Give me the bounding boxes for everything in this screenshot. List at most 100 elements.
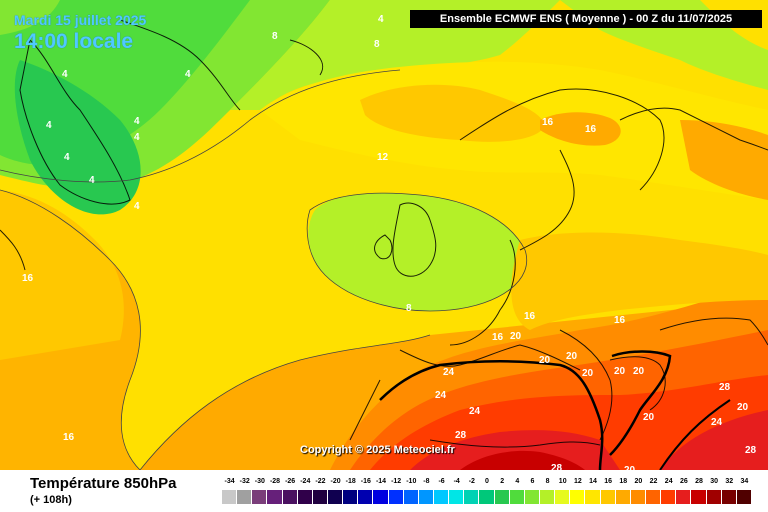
iso-label: 28 [551,463,563,470]
legend-swatch [388,490,404,504]
legend-label: -16 [360,478,371,485]
legend-label: -6 [438,478,445,485]
zone-scandi-16 [540,112,621,146]
legend-swatch [312,490,328,504]
legend-label: -24 [300,478,311,485]
legend-label: 2 [500,478,505,485]
legend-swatch [585,490,601,504]
iso-label: 16 [542,117,554,128]
legend-label: 0 [485,478,489,485]
legend-swatch [509,490,525,504]
lead-time: (+ 108h) [30,494,72,506]
legend-label: -26 [285,478,296,485]
iso-label: 24 [711,417,723,428]
iso-label: 20 [633,366,645,377]
iso-label: 16 [585,124,597,135]
legend-swatch [358,490,374,504]
legend-label: -30 [254,478,265,485]
iso-label: 24 [435,390,447,401]
legend-swatch [645,490,662,504]
legend-swatch [524,490,540,504]
legend-swatch [418,490,434,504]
iso-label: 4 [134,201,140,212]
iso-label: 20 [737,402,749,413]
legend-label: 4 [515,478,520,485]
legend-swatch [691,490,707,504]
zone-28 [460,450,585,470]
isotherm-24-west [379,360,604,470]
legend-label: 20 [634,478,643,485]
legend-label: -8 [423,478,430,485]
legend-label: 6 [530,478,535,485]
iso-label: 12 [377,152,389,163]
legend-swatch [343,490,359,504]
legend-label: 26 [679,478,688,485]
iso-label: 16 [614,315,626,326]
iso-label: 16 [63,432,75,443]
legend-label: -34 [224,478,235,485]
legend-swatch [539,490,556,504]
zone-north-sea-14 [360,84,545,142]
iso-label: 8 [374,39,380,50]
iso-label: 20 [566,351,578,362]
legend-swatch [297,490,313,504]
copyright-text: Copyright © 2025 Meteociel.fr [300,444,455,456]
iso-label: 24 [443,367,455,378]
legend-swatch [555,490,571,504]
legend-label: -22 [315,478,326,485]
legend-label: 24 [664,478,673,485]
iso-label: 4 [378,14,384,25]
color-legend: -34 -32 -30 -28 -26 -24 -22 -20 -18 -16 -14 -12 -10-… [222,478,752,508]
forecast-time: 14:00 locale [14,30,134,53]
iso-label: 20 [510,331,522,342]
legend-swatch [464,490,480,504]
legend-label: 32 [725,478,734,485]
iso-label: 20 [614,366,626,377]
iso-label: 4 [89,175,95,186]
legend-swatch [237,490,253,504]
legend-swatch [615,490,631,504]
iso-label: 4 [64,152,70,163]
legend-swatch [706,490,722,504]
legend-label: 30 [710,478,719,485]
iso-label: 28 [719,382,731,393]
iso-label: 4 [46,120,52,131]
legend-label: 16 [604,478,613,485]
legend-label: 34 [740,478,749,485]
legend-swatch [282,490,298,504]
iso-label: 8 [272,31,278,42]
forecast-date: Mardi 15 juillet 2025 [14,12,147,28]
zone-uk-8 [308,193,527,311]
legend-swatch [494,490,510,504]
legend-label: -20 [330,478,341,485]
legend-swatches [222,490,752,504]
legend-label: 22 [649,478,658,485]
legend-labels: -34 -32 -30 -28 -26 -24 -22 -20 -18 -16 -14 -12 -10-… [222,478,752,488]
iso-label: 28 [455,430,467,441]
legend-label: -18 [345,478,356,485]
legend-label: 28 [695,478,703,485]
iso-label: 24 [469,406,481,417]
legend-label: 8 [545,478,550,485]
iso-label: 16 [524,311,536,322]
zone-greenland-4 [14,60,141,215]
iso-label: 20 [624,465,636,470]
legend-swatch [267,490,283,504]
iso-label: 20 [539,355,551,366]
legend-swatch [327,490,344,504]
iso-label: 4 [62,69,68,80]
legend-label: -12 [391,478,402,485]
legend-label: -14 [375,478,387,485]
legend-swatch [570,490,586,504]
isotherm-24-east [609,350,672,456]
legend-swatch [403,490,419,504]
isotherm-labels: 8 4 8 4 4 4 4 4 4 4 4 16 16 12 16 8 16 2… [22,14,757,470]
legend-label: -10 [406,478,417,485]
legend-swatch [736,490,752,504]
iso-label: 16 [22,273,34,284]
iso-label: 8 [406,303,412,314]
model-run-banner: Ensemble ECMWF ENS ( Moyenne ) - 00 Z du… [410,10,762,28]
zone-ne-orange [680,120,768,200]
legend-swatch [600,490,616,504]
legend-label: 10 [558,478,567,485]
